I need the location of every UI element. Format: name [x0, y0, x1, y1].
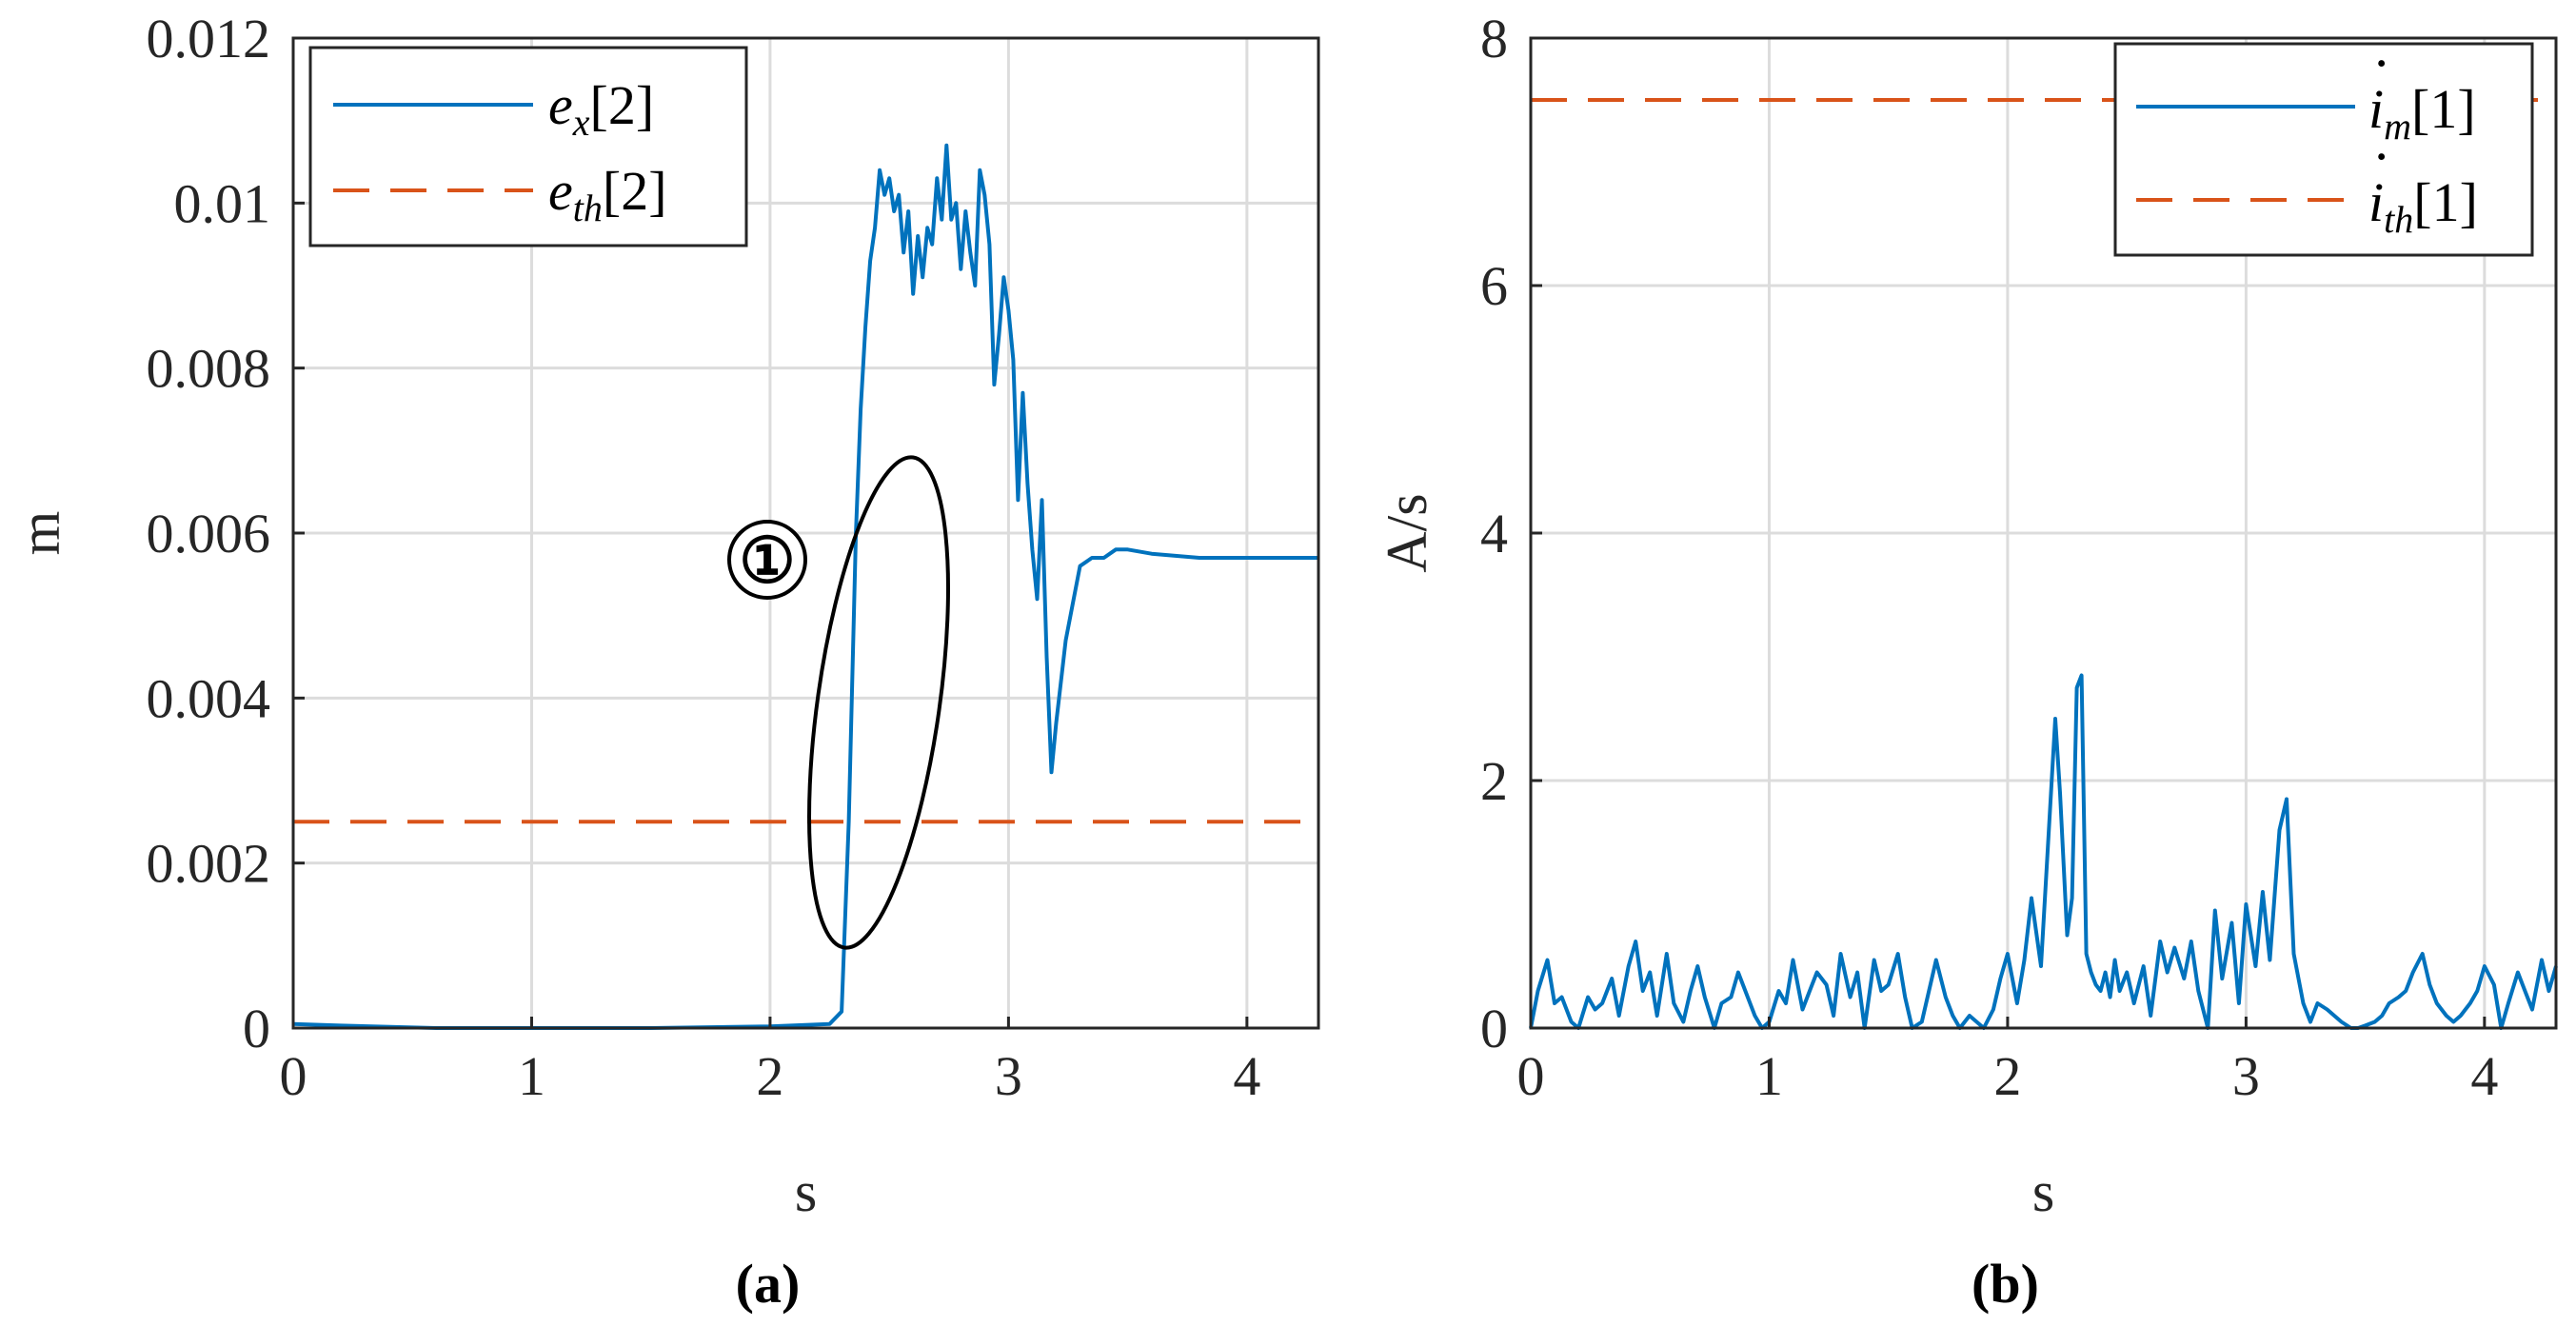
legend-dot-accent-i-m: · [2372, 32, 2390, 94]
y-tick-label: 0.01 [174, 172, 271, 234]
annotation-ellipse [807, 455, 950, 950]
y-tick-label: 6 [1480, 255, 1508, 317]
y-tick-label: 0.008 [147, 338, 271, 400]
chart-panel-a: 0 1 2 3 4 0 0.002 0.004 0.006 0.008 0.01 0.012 ① ex… [9, 8, 1320, 1315]
y-axis-label-a: m [9, 511, 71, 556]
caption-a: (a) [736, 1253, 801, 1315]
legend-b: im[1] · ith[1] · [2113, 32, 2534, 257]
x-tick-label: 3 [995, 1045, 1022, 1107]
series-layer-a [292, 143, 1318, 1030]
x-tick-label: 2 [1993, 1045, 2021, 1107]
tick-labels-a: 0 1 2 3 4 0 0.002 0.004 0.006 0.008 0.01 0.012 [147, 8, 1261, 1107]
x-axis-label-a: s [795, 1160, 817, 1223]
chart-panel-b: 0 1 2 3 4 0 2 4 6 8 im[1] · ith[1] · s A/s (b) [1376, 8, 2558, 1315]
series-layer-b [1529, 98, 2558, 1030]
x-tick-label: 4 [2470, 1045, 2498, 1107]
y-tick-label: 0.002 [147, 833, 271, 895]
y-tick-label: 0.006 [147, 503, 271, 564]
annotation-circle [727, 520, 807, 600]
x-tick-label: 1 [1755, 1045, 1783, 1107]
y-tick-label: 8 [1480, 8, 1508, 69]
legend-box-a [308, 46, 748, 247]
series-line-i-m [1529, 673, 2558, 1030]
tick-labels-b: 0 1 2 3 4 0 2 4 6 8 [1480, 8, 2498, 1107]
x-axis-label-b: s [2032, 1160, 2054, 1223]
series-line-e-x [292, 143, 1318, 1030]
x-tick-label: 0 [1517, 1045, 1545, 1107]
y-tick-label: 2 [1480, 750, 1508, 812]
annotation-label: ① [739, 527, 795, 597]
legend-a: ex[2] eth[2] [308, 46, 748, 247]
x-tick-label: 1 [518, 1045, 545, 1107]
caption-b: (b) [1972, 1253, 2039, 1315]
y-axis-label-b: A/s [1376, 493, 1438, 572]
legend-entry-i-th: ith[1] [2368, 171, 2478, 241]
y-tick-label: 4 [1480, 503, 1508, 564]
y-tick-label: 0 [1480, 998, 1508, 1059]
x-tick-label: 0 [280, 1045, 307, 1107]
x-tick-label: 4 [1233, 1045, 1260, 1107]
legend-entry-e-th: eth[2] [548, 160, 667, 229]
x-tick-label: 3 [2232, 1045, 2260, 1107]
legend-entry-e-x: ex[2] [548, 74, 654, 144]
legend-entry-i-m: im[1] [2368, 78, 2476, 148]
y-tick-label: 0.004 [147, 667, 271, 729]
x-tick-label: 2 [756, 1045, 783, 1107]
y-tick-label: 0 [243, 998, 270, 1059]
legend-dot-accent-i-th: · [2372, 126, 2390, 188]
legend-box-b [2113, 42, 2534, 257]
y-tick-label: 0.012 [147, 8, 271, 69]
